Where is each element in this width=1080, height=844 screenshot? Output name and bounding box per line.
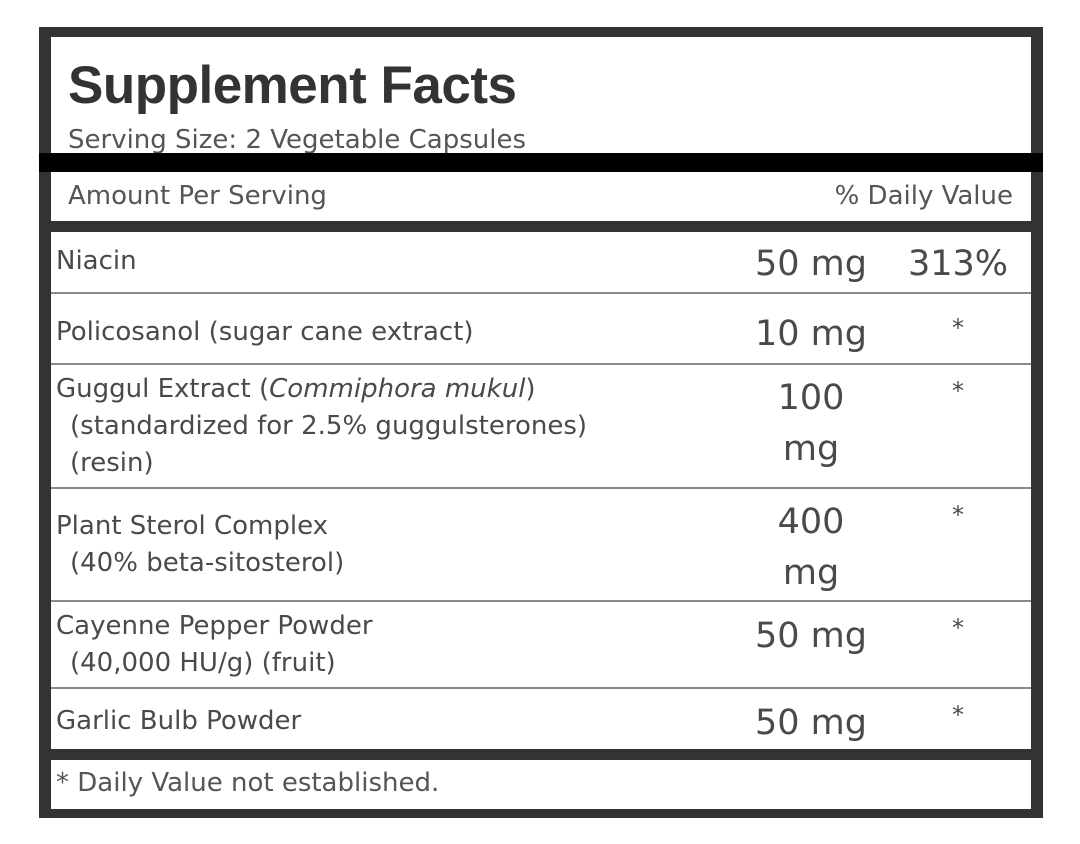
nutrient-amount: 100 mg <box>728 373 894 475</box>
nutrient-subtext: (40,000 HU/g) (fruit) <box>70 648 336 678</box>
nutrient-name: Niacin <box>56 246 137 276</box>
nutrient-subtext: (resin) <box>70 448 154 478</box>
thick-divider <box>39 153 1043 172</box>
nutrient-amount: 50 mg <box>755 703 867 743</box>
nutrient-daily-value: * <box>952 701 964 729</box>
nutrient-subtext: (standardized for 2.5% guggulsterones) <box>70 411 588 441</box>
nutrient-daily-value: * <box>952 314 964 342</box>
serving-size: Serving Size: 2 Vegetable Capsules <box>68 125 527 155</box>
nutrient-name: Plant Sterol Complex (40% beta-sitostero… <box>56 508 344 582</box>
nutrient-amount: 50 mg <box>755 244 867 284</box>
nutrient-daily-value: * <box>952 377 964 405</box>
nutrient-name: Cayenne Pepper Powder (40,000 HU/g) (fru… <box>56 608 373 682</box>
nutrient-title: Cayenne Pepper Powder <box>56 611 373 641</box>
nutrient-title: Plant Sterol Complex <box>56 511 329 541</box>
row-divider <box>51 292 1031 294</box>
amount-unit: mg <box>782 553 840 593</box>
row-divider <box>51 600 1031 602</box>
supplement-facts-panel: Supplement Facts Serving Size: 2 Vegetab… <box>39 27 1043 818</box>
amount-unit: mg <box>782 429 840 469</box>
botanical-name: Commiphora mukul <box>269 374 526 404</box>
amount-value: 400 <box>777 502 845 542</box>
nutrient-name: Garlic Bulb Powder <box>56 706 302 736</box>
column-header-row: Amount Per Serving % Daily Value <box>51 172 1031 221</box>
row-divider <box>51 487 1031 489</box>
nutrient-daily-value: * <box>952 614 964 642</box>
name-suffix: ) <box>525 374 536 404</box>
daily-value-label: % Daily Value <box>834 181 1013 211</box>
nutrient-amount: 400 mg <box>728 497 894 599</box>
nutrient-amount: 10 mg <box>755 314 867 354</box>
amount-value: 100 <box>777 378 845 418</box>
nutrient-daily-value: * <box>952 501 964 529</box>
nutrient-daily-value: 313% <box>907 244 1009 284</box>
name-prefix: Guggul Extract ( <box>56 374 270 404</box>
nutrient-name: Guggul Extract (Commiphora mukul) (stand… <box>56 371 587 482</box>
row-divider <box>51 687 1031 689</box>
row-divider <box>51 363 1031 365</box>
nutrient-subtext: (40% beta-sitosterol) <box>70 548 345 578</box>
nutrient-name: Policosanol (sugar cane extract) <box>56 317 474 347</box>
footnote: * Daily Value not established. <box>56 768 440 798</box>
title-section: Supplement Facts Serving Size: 2 Vegetab… <box>51 37 1031 155</box>
panel-title: Supplement Facts <box>68 56 517 115</box>
nutrient-amount: 50 mg <box>755 616 867 656</box>
amount-per-serving-label: Amount Per Serving <box>68 181 327 211</box>
nutrient-table <box>51 232 1031 749</box>
footnote-section <box>51 760 1031 809</box>
